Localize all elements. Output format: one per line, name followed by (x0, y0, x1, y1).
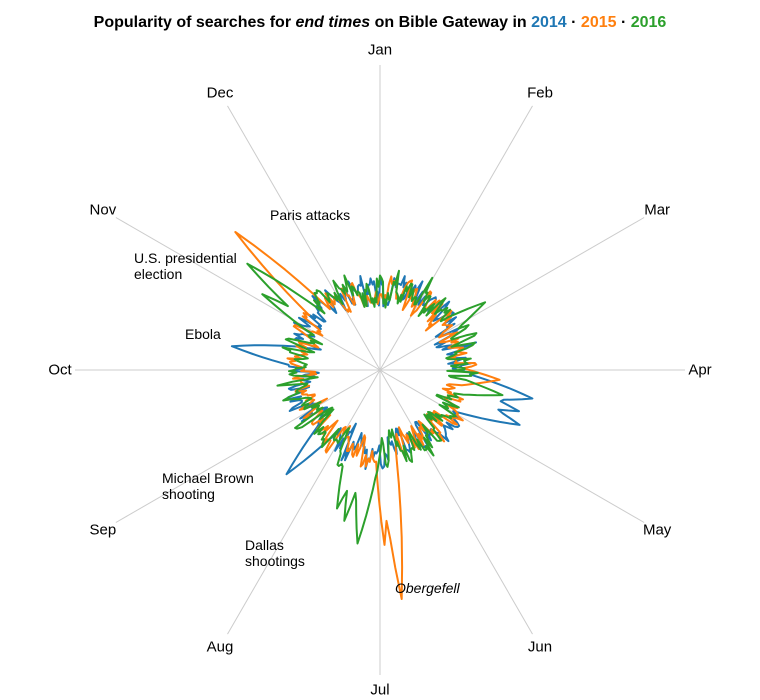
month-label-may: May (643, 522, 671, 539)
annotation: U.S. presidential (134, 250, 237, 266)
month-label-aug: Aug (207, 639, 234, 656)
annotation: shooting (162, 486, 215, 502)
annotation: Dallas (245, 537, 284, 553)
polar-chart: Popularity of searches for end times on … (0, 0, 760, 700)
month-label-jul: Jul (370, 682, 389, 699)
month-label-jan: Jan (368, 42, 392, 59)
chart-svg (0, 0, 760, 700)
axis-line (380, 218, 644, 371)
annotation: Paris attacks (270, 207, 350, 223)
radial-axes (75, 65, 685, 675)
annotation: election (134, 266, 182, 282)
month-label-apr: Apr (688, 362, 711, 379)
series-2016 (247, 264, 502, 544)
month-label-feb: Feb (527, 84, 553, 101)
annotation: Michael Brown (162, 470, 254, 486)
month-label-jun: Jun (528, 639, 552, 656)
annotation: shootings (245, 553, 305, 569)
month-label-dec: Dec (207, 84, 234, 101)
month-label-sep: Sep (90, 522, 117, 539)
axis-line (228, 106, 381, 370)
annotation: Ebola (185, 326, 221, 342)
month-label-oct: Oct (48, 362, 71, 379)
month-label-mar: Mar (644, 202, 670, 219)
annotation: Obergefell (395, 580, 460, 596)
month-label-nov: Nov (90, 202, 117, 219)
